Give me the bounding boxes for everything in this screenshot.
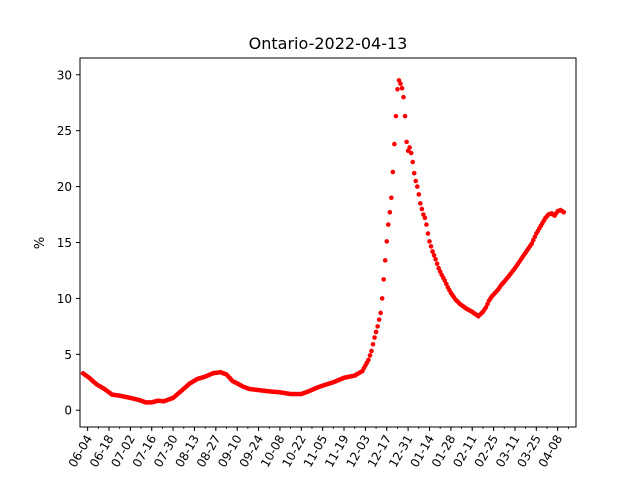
data-point xyxy=(385,222,391,227)
data-point xyxy=(433,256,438,262)
data-point xyxy=(393,113,399,119)
data-point xyxy=(369,348,374,354)
data-point xyxy=(434,261,440,267)
data-point xyxy=(378,310,383,316)
y-tick-label: 5 xyxy=(64,348,72,362)
data-point xyxy=(401,94,406,100)
data-point xyxy=(379,296,385,301)
data-point xyxy=(375,324,380,329)
data-point xyxy=(419,206,425,212)
data-point xyxy=(408,150,414,156)
data-point xyxy=(389,195,394,201)
data-point xyxy=(413,178,419,184)
data-point xyxy=(373,329,379,335)
data-point xyxy=(392,141,397,147)
data-point xyxy=(404,139,409,145)
y-tick-label: 20 xyxy=(57,180,72,194)
data-point xyxy=(427,239,432,244)
data-point xyxy=(398,81,403,87)
data-point xyxy=(384,239,390,244)
data-points xyxy=(80,78,567,405)
data-point xyxy=(411,170,417,176)
data-point xyxy=(428,244,434,249)
y-axis-label: % xyxy=(33,237,48,249)
y-tick-label: 0 xyxy=(64,404,72,418)
data-point xyxy=(431,253,437,258)
data-point xyxy=(366,357,371,363)
data-point xyxy=(372,335,377,340)
data-point xyxy=(376,317,382,322)
data-point xyxy=(416,192,422,197)
data-point xyxy=(422,215,428,221)
data-point xyxy=(418,201,423,206)
data-point xyxy=(367,353,373,358)
data-point xyxy=(381,277,387,282)
y-axis: 0 5 10 15 20 25 30 xyxy=(57,68,80,418)
data-point xyxy=(395,87,400,92)
data-point xyxy=(402,113,408,119)
y-tick-label: 25 xyxy=(57,124,72,138)
chart-title: Ontario-2022-04-13 xyxy=(249,34,408,53)
data-point xyxy=(424,222,429,227)
data-point xyxy=(390,169,396,175)
data-point xyxy=(399,85,405,91)
data-point xyxy=(370,341,376,347)
data-point xyxy=(382,258,388,263)
y-tick-label: 15 xyxy=(57,236,72,250)
data-point xyxy=(561,210,567,215)
data-point xyxy=(387,210,393,215)
y-tick-label: 10 xyxy=(57,292,72,306)
data-point xyxy=(425,231,431,236)
data-point xyxy=(407,145,412,150)
plot-area-frame xyxy=(79,57,577,428)
data-point xyxy=(410,159,416,165)
data-point xyxy=(414,184,420,189)
y-tick-label: 30 xyxy=(57,68,72,82)
data-point xyxy=(430,249,435,254)
